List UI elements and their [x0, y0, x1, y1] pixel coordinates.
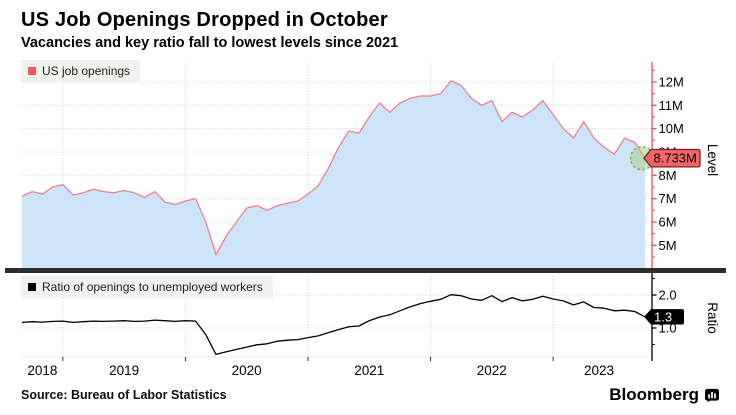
bloomberg-terminal-icon [705, 388, 719, 402]
page-title: US Job Openings Dropped in October [21, 9, 388, 31]
level-tick-label: 8M [659, 168, 677, 183]
level-tick-label: 6M [659, 214, 677, 229]
level-tick-label: 5M [659, 238, 677, 253]
year-label: 2020 [232, 363, 262, 378]
year-label: 2022 [477, 363, 507, 378]
panel-divider [5, 268, 726, 273]
level-axis-title: Level [705, 144, 720, 176]
openings-legend-label: US job openings [42, 64, 131, 78]
legend-ratio: Ratio of openings to unemployed workers [21, 276, 273, 298]
ratio-line [21, 294, 646, 356]
page-subtitle: Vacancies and key ratio fall to lowest l… [21, 35, 399, 51]
year-label: 2021 [354, 363, 384, 378]
bloomberg-wordmark: Bloomberg [0, 385, 719, 405]
ratio-legend-label: Ratio of openings to unemployed workers [42, 280, 263, 294]
level-value-tag-label: 8.733M [654, 151, 697, 166]
ratio-tick-label: 2.0 [659, 288, 677, 303]
year-label: 2023 [584, 363, 614, 378]
level-value-tag [643, 148, 701, 168]
level-tick-label: 7M [659, 191, 677, 206]
level-tick-label: 12M [659, 74, 684, 89]
openings-line [21, 80, 646, 256]
year-label: 2018 [27, 363, 57, 378]
ratio-axis-title: Ratio [705, 302, 720, 334]
level-tick-label: 11M [659, 98, 683, 113]
year-label: 2019 [109, 363, 139, 378]
ratio-value-tag-label: 1.3 [654, 309, 672, 324]
data-series [21, 80, 646, 356]
openings-legend-swatch-icon [28, 67, 36, 75]
legend-us-job-openings: US job openings [21, 60, 141, 82]
level-tick-label: 10M [659, 121, 684, 136]
openings-area [22, 80, 645, 268]
ratio-value-tag [644, 309, 684, 325]
ratio-legend-swatch-icon [28, 283, 36, 291]
bloomberg-name: Bloomberg [609, 385, 699, 404]
source-note: Source: Bureau of Labor Statistics [21, 388, 227, 402]
